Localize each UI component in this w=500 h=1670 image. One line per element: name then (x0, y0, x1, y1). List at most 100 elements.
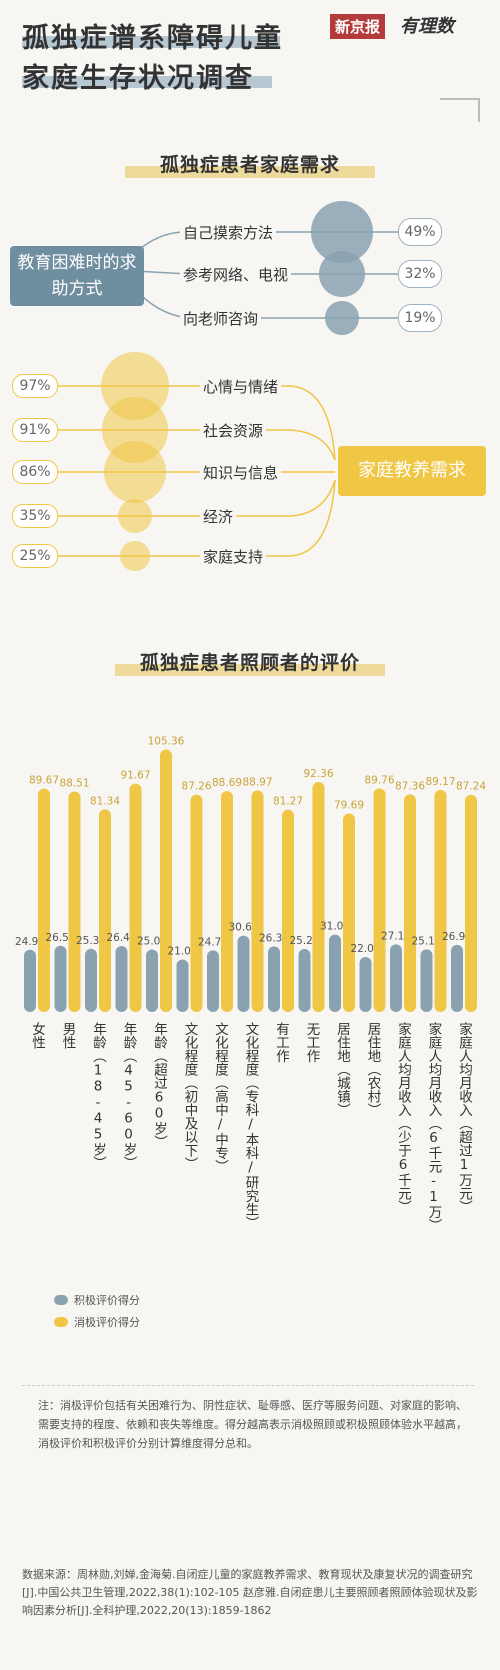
value-label-negative: 89.67 (29, 775, 59, 787)
category-label: 家庭人均月收入（少于6千元） (395, 1022, 411, 1214)
bar-positive (85, 948, 97, 1012)
needs-item-pct: 91% (12, 418, 58, 442)
category-label: 女性 (29, 1022, 45, 1049)
category-label: 文化程度（高中/中专） (212, 1022, 228, 1173)
help-item-pct: 19% (398, 304, 442, 332)
data-source: 数据来源：周林勋,刘婵,金海菊.自闭症儿童的家庭教养需求、教育现状及康复状况的调… (22, 1568, 478, 1617)
bar-negative (160, 749, 172, 1012)
bar-negative (38, 788, 50, 1012)
help-item-bubble (319, 251, 365, 297)
bar-negative (343, 813, 355, 1012)
category-label: 文化程度（初中及以下） (181, 1022, 198, 1171)
bar-positive (268, 946, 280, 1012)
help-item-label: 参考网络、电视 (180, 264, 292, 285)
corner-ornament (440, 98, 480, 122)
value-label-negative: 87.24 (456, 781, 486, 793)
category-label: 家庭人均月收入（超过1万元） (456, 1022, 472, 1214)
publisher-logo: 新京报 (330, 14, 386, 39)
value-label-positive: 25.08 (137, 936, 167, 948)
section2-highlight (115, 664, 385, 676)
legend-label-negative: 消极评价得分 (74, 1316, 140, 1329)
legend: 积极评价得分 消极评价得分 (54, 1292, 164, 1330)
value-label-negative: 79.69 (334, 799, 364, 811)
value-label-positive: 26.49 (106, 932, 136, 944)
value-label-positive: 30.66 (228, 922, 258, 934)
legend-swatch-negative (54, 1317, 68, 1327)
category-label: 有工作 (273, 1022, 289, 1063)
bar-negative (99, 809, 111, 1012)
category-label: 无工作 (303, 1022, 320, 1063)
help-item-pct: 49% (398, 218, 442, 246)
value-label-positive: 26.59 (45, 932, 75, 944)
bar-positive (54, 945, 67, 1012)
value-label-negative: 89.76 (364, 774, 394, 786)
value-label-negative: 88.51 (59, 778, 89, 790)
value-label-positive: 25.29 (289, 935, 319, 947)
value-label-positive: 26.94 (442, 931, 472, 943)
value-label-positive: 24.75 (198, 936, 228, 948)
bar-positive (237, 935, 250, 1012)
category-label: 居住地（农村） (364, 1022, 381, 1117)
category-label: 家庭人均月收入（6千元-1万） (425, 1022, 442, 1232)
value-label-negative: 89.17 (425, 776, 455, 788)
footnote: 注：消极评价包括有关困难行为、阴性症状、耻辱感、医疗等服务问题、对家庭的影响、需… (38, 1399, 467, 1450)
needs-item-pct: 86% (12, 460, 58, 484)
category-label: 文化程度（专科/本科/研究生） (242, 1022, 259, 1230)
bar-negative (434, 789, 447, 1012)
help-item-label: 自己摸索方法 (180, 222, 277, 243)
bar-positive (24, 949, 36, 1012)
bar-negative (129, 783, 142, 1012)
needs-item-label: 心情与情绪 (200, 376, 282, 397)
category-label: 年龄（超过60岁） (151, 1022, 167, 1149)
bar-positive (298, 949, 311, 1012)
legend-label-positive: 积极评价得分 (74, 1294, 140, 1307)
bar-negative (404, 794, 416, 1012)
bar-positive (390, 944, 402, 1012)
value-label-positive: 22.06 (350, 943, 380, 955)
legend-item-positive: 积极评价得分 (54, 1292, 164, 1308)
bar-negative (190, 794, 203, 1012)
needs-connectors (12, 385, 336, 557)
help-item-label: 向老师咨询 (180, 308, 262, 329)
bar-positive (451, 944, 463, 1012)
bar-negative (282, 809, 294, 1012)
value-label-negative: 81.34 (90, 795, 120, 807)
section1-title: 孤独症患者家庭需求 (159, 154, 340, 176)
value-label-negative: 105.36 (148, 736, 185, 748)
category-label: 年龄（18-45岁） (90, 1022, 106, 1170)
needs-item-pct: 97% (12, 374, 58, 398)
value-label-negative: 87.26 (181, 781, 211, 793)
bar-chart: 24.97 89.67 26.59 88.51 25.37 81.34 26.49 91.67… (15, 736, 486, 1012)
help-item-bubble (325, 301, 359, 335)
legend-item-negative: 消极评价得分 (54, 1314, 164, 1330)
page-title-line2: 家庭生存状况调查 (22, 63, 254, 94)
bar-negative (251, 790, 264, 1012)
needs-item-bubble (117, 498, 153, 534)
bar-negative (465, 794, 477, 1012)
needs-box: 家庭教养需求 (338, 446, 486, 496)
bar-negative (68, 791, 81, 1012)
bar-positive (146, 949, 158, 1012)
needs-item-label: 社会资源 (200, 420, 267, 441)
bar-negative (373, 788, 386, 1012)
legend-swatch-positive (54, 1295, 68, 1305)
needs-item-label: 家庭支持 (200, 546, 267, 567)
value-label-positive: 26.35 (259, 932, 289, 944)
category-label: 男性 (59, 1022, 76, 1049)
help-item-pct: 32% (398, 260, 442, 288)
needs-item-pct: 25% (12, 544, 58, 568)
divider (22, 1385, 474, 1386)
category-label: 年龄（45-60岁） (120, 1022, 137, 1170)
bar-positive (359, 957, 372, 1012)
title-highlight-1 (22, 36, 280, 48)
value-label-positive: 31.06 (320, 921, 350, 933)
value-label-negative: 87.36 (395, 780, 425, 792)
needs-item-label: 知识与信息 (200, 462, 282, 483)
section1-highlight (125, 166, 375, 178)
needs-item-pct: 35% (12, 504, 58, 528)
bar-negative (312, 781, 325, 1012)
value-label-positive: 25.37 (76, 935, 106, 947)
bar-positive (176, 959, 189, 1012)
value-label-negative: 91.67 (120, 770, 150, 782)
bar-positive (420, 949, 433, 1012)
